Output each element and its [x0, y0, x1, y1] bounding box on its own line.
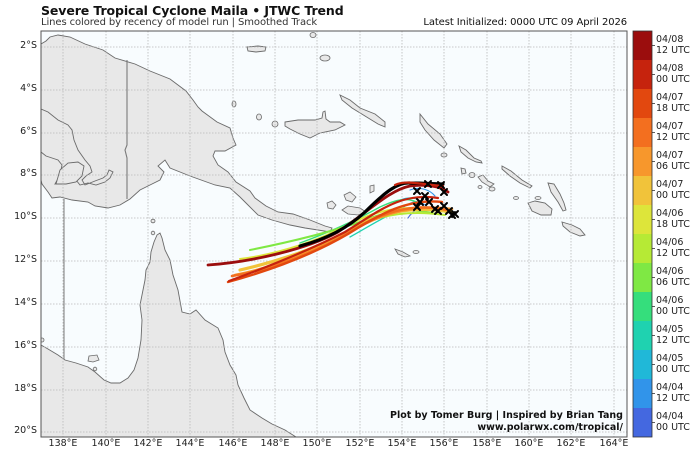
land-guadalcanal — [527, 200, 553, 216]
colorbar-label: 04/04 12 UTC — [656, 382, 690, 404]
lon-tick-label: 162°E — [556, 438, 586, 449]
colorbar-label: 04/06 18 UTC — [656, 208, 690, 230]
lon-tick-label: 140°E — [91, 438, 121, 449]
land-new-britain — [284, 110, 346, 139]
land-new-ireland — [339, 94, 386, 128]
lat-tick-label: 20°S — [14, 425, 37, 436]
lon-tick-label: 138°E — [48, 438, 78, 449]
colorbar-label: 04/05 12 UTC — [656, 324, 690, 346]
land-manus — [246, 45, 267, 53]
map-frame — [40, 30, 628, 438]
colorbar-label: 04/06 12 UTC — [656, 237, 690, 259]
colorbar-label: 04/07 00 UTC — [656, 179, 690, 201]
lon-tick-label: 160°E — [514, 438, 544, 449]
colorbar-label: 04/07 12 UTC — [656, 121, 690, 143]
lon-tick-label: 156°E — [429, 438, 459, 449]
colorbar-label: 04/07 18 UTC — [656, 92, 690, 114]
lon-tick-label: 146°E — [218, 438, 248, 449]
initial-position-markers — [413, 180, 459, 219]
lon-tick-label: 158°E — [472, 438, 502, 449]
colorbar-label: 04/06 00 UTC — [656, 295, 690, 317]
lat-tick-label: 2°S — [20, 40, 37, 51]
lon-tick-label: 144°E — [175, 438, 205, 449]
colorbar — [632, 30, 655, 438]
land-malaita — [547, 182, 567, 212]
colorbar-label: 04/08 12 UTC — [656, 34, 690, 56]
credit-author: Plot by Tomer Burg | Inspired by Brian T… — [390, 410, 623, 421]
credit-url: www.polarwx.com/tropical/ — [477, 422, 623, 433]
lat-tick-label: 18°S — [14, 383, 37, 394]
lat-tick-label: 16°S — [14, 340, 37, 351]
colorbar-label: 04/04 00 UTC — [656, 411, 690, 433]
land-australia — [41, 232, 297, 437]
lat-tick-label: 8°S — [20, 168, 37, 179]
lon-tick-label: 164°E — [599, 438, 629, 449]
latest-initialized: Latest Initialized: 0000 UTC 09 April 20… — [423, 17, 627, 28]
lat-tick-label: 10°S — [14, 211, 37, 222]
lat-tick-label: 4°S — [20, 83, 37, 94]
lat-tick-label: 12°S — [14, 254, 37, 265]
colorbar-label: 04/06 06 UTC — [656, 266, 690, 288]
colorbar-label: 04/05 00 UTC — [656, 353, 690, 375]
land-santa-isabel — [501, 165, 533, 189]
lat-tick-label: 6°S — [20, 126, 37, 137]
land-choiseul — [458, 145, 483, 164]
colorbar-label: 04/08 00 UTC — [656, 63, 690, 85]
chart-title: Severe Tropical Cyclone Maila • JTWC Tre… — [41, 3, 344, 18]
lon-tick-label: 150°E — [302, 438, 332, 449]
land-makira — [561, 221, 586, 237]
chart-subtitle: Lines colored by recency of model run | … — [41, 17, 318, 28]
lat-tick-label: 14°S — [14, 297, 37, 308]
land-new-guinea — [41, 34, 333, 233]
lon-tick-label: 142°E — [133, 438, 163, 449]
lon-tick-label: 148°E — [260, 438, 290, 449]
lon-tick-label: 154°E — [387, 438, 417, 449]
border-line — [124, 60, 128, 199]
colorbar-label: 04/07 06 UTC — [656, 150, 690, 172]
lon-tick-label: 152°E — [345, 438, 375, 449]
